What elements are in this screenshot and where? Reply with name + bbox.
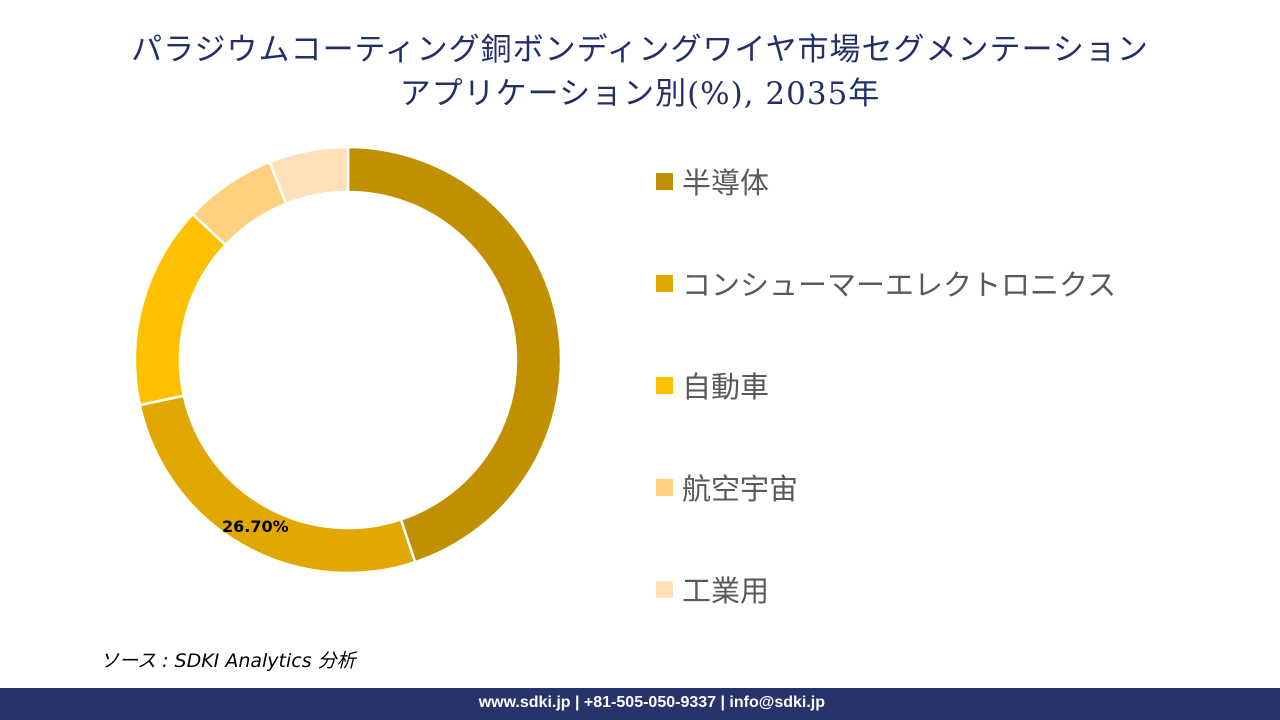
legend-swatch: [656, 580, 673, 598]
donut-slice-1: [346, 145, 563, 564]
footer-bar: www.sdki.jp | +81-505-050-9337 | info@sd…: [0, 688, 1280, 720]
legend-item: 航空宇宙: [656, 466, 798, 508]
legend-label: 自動車: [682, 370, 770, 404]
legend-item: 自動車: [656, 364, 769, 406]
legend-swatch: [656, 376, 673, 394]
donut-slice-3: [133, 212, 228, 407]
legend-swatch: [656, 478, 673, 496]
chart-title: パラジウムコーティング銅ボンディングワイヤ市場セグメンテーション アプリケーショ…: [0, 28, 1280, 116]
donut-slice-5: [267, 145, 350, 206]
legend-label: 半導体: [682, 166, 770, 200]
donut-slice-2: [138, 394, 417, 575]
legend-label: 工業用: [682, 574, 770, 608]
source-note: ソース : SDKI Analytics 分析: [100, 650, 356, 672]
legend-swatch: [656, 274, 673, 292]
title-line-1: パラジウムコーティング銅ボンディングワイヤ市場セグメンテーション: [131, 32, 1149, 68]
legend-swatch: [656, 172, 673, 190]
legend-label: 航空宇宙: [682, 472, 799, 506]
donut-chart: 26.70%: [133, 145, 563, 575]
legend-item: 半導体: [656, 160, 769, 202]
title-line-2: アプリケーション別(%), 2035年: [399, 76, 881, 112]
legend-item: 工業用: [656, 568, 769, 610]
data-label: 26.70%: [222, 517, 289, 536]
legend-label: コンシューマーエレクトロニクス: [682, 268, 1117, 302]
footer-contact: www.sdki.jp | +81-505-050-9337 | info@sd…: [478, 694, 825, 711]
legend-item: コンシューマーエレクトロニクス: [656, 262, 1116, 304]
